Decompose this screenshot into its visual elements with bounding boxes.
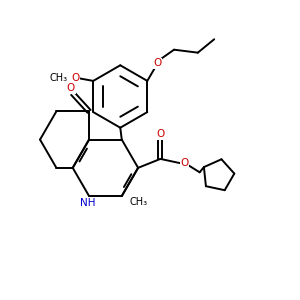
Text: CH₃: CH₃ (129, 197, 147, 207)
Text: CH₃: CH₃ (50, 73, 68, 83)
Text: O: O (154, 58, 162, 68)
Text: O: O (180, 158, 188, 168)
Text: O: O (156, 129, 164, 139)
Text: O: O (67, 83, 75, 93)
Text: O: O (71, 73, 80, 83)
Text: NH: NH (80, 199, 95, 208)
